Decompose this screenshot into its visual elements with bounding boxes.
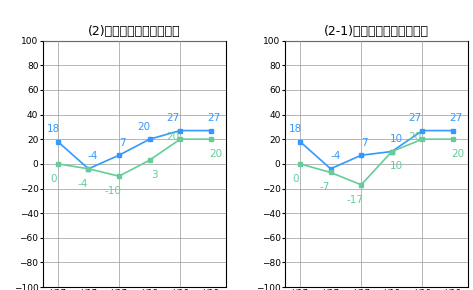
Text: H17: H17 bbox=[49, 289, 66, 290]
Text: 20: 20 bbox=[408, 132, 421, 142]
Text: 27: 27 bbox=[166, 113, 179, 123]
Text: -17: -17 bbox=[347, 195, 364, 205]
Text: 18: 18 bbox=[47, 124, 60, 134]
Text: -4: -4 bbox=[77, 179, 88, 188]
Text: 18: 18 bbox=[289, 124, 302, 134]
Text: H17: H17 bbox=[322, 289, 339, 290]
Text: H18: H18 bbox=[172, 289, 189, 290]
Text: 20: 20 bbox=[451, 149, 464, 159]
Text: H18: H18 bbox=[383, 289, 400, 290]
Text: 3: 3 bbox=[151, 170, 158, 180]
Title: (2-1)戸建分譲住宅受注金額: (2-1)戸建分譲住宅受注金額 bbox=[324, 25, 429, 38]
Text: H17: H17 bbox=[353, 289, 370, 290]
Text: 20: 20 bbox=[209, 149, 222, 159]
Text: -10: -10 bbox=[105, 186, 122, 196]
Text: H17: H17 bbox=[111, 289, 128, 290]
Text: H17: H17 bbox=[80, 289, 97, 290]
Text: 10: 10 bbox=[390, 161, 403, 171]
Text: 27: 27 bbox=[408, 113, 421, 123]
Text: 20: 20 bbox=[137, 122, 150, 132]
Text: H18: H18 bbox=[414, 289, 431, 290]
Text: H18: H18 bbox=[141, 289, 158, 290]
Text: H18: H18 bbox=[445, 289, 462, 290]
Text: -4: -4 bbox=[330, 151, 341, 161]
Text: 27: 27 bbox=[207, 113, 220, 123]
Text: 20: 20 bbox=[166, 132, 179, 142]
Title: (2)戸建分譲住宅受注棟数: (2)戸建分譲住宅受注棟数 bbox=[88, 25, 181, 38]
Text: -4: -4 bbox=[88, 151, 98, 161]
Text: H18: H18 bbox=[202, 289, 219, 290]
Text: -7: -7 bbox=[319, 182, 330, 192]
Text: H17: H17 bbox=[291, 289, 308, 290]
Text: 7: 7 bbox=[119, 138, 125, 148]
Text: 7: 7 bbox=[361, 138, 368, 148]
Text: 0: 0 bbox=[292, 174, 299, 184]
Text: 27: 27 bbox=[449, 113, 463, 123]
Text: 0: 0 bbox=[50, 174, 57, 184]
Text: 10: 10 bbox=[390, 134, 403, 144]
